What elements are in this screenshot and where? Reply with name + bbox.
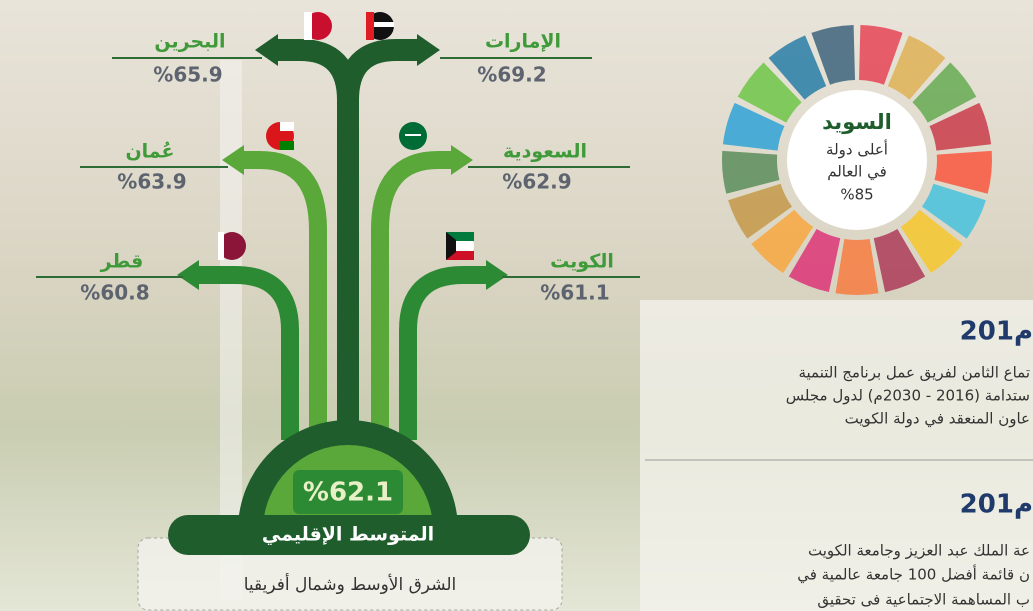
wheel-segment xyxy=(728,183,792,239)
event-line: تماع الثامن لفريق عمل برنامج التنمية xyxy=(798,364,1030,382)
country-name: قطر xyxy=(100,251,144,273)
wheel-segment xyxy=(922,183,986,239)
wheel-segment xyxy=(929,102,992,151)
flag-part xyxy=(446,232,474,241)
country-value: %65.9 xyxy=(153,63,222,87)
flag-part xyxy=(304,12,312,40)
branch xyxy=(399,266,490,440)
flag-part xyxy=(446,232,456,260)
flag-uae xyxy=(366,12,394,40)
country-value: %61.1 xyxy=(540,281,609,305)
country-name: السعودية xyxy=(503,141,587,163)
value-box xyxy=(293,470,403,514)
arrow-head xyxy=(177,260,199,290)
wheel-segment xyxy=(788,229,841,292)
flag-part xyxy=(218,232,224,260)
wheel-segment xyxy=(887,35,946,100)
flag-bahrain xyxy=(304,12,332,40)
regional-label: المتوسط الإقليمي xyxy=(262,524,434,546)
top-value: %85 xyxy=(840,186,873,204)
top-line: في العالم xyxy=(827,163,887,182)
top-country: السويد xyxy=(822,110,892,134)
flag-part xyxy=(366,12,374,40)
regional-pill xyxy=(168,515,530,555)
region-box xyxy=(137,537,563,611)
wheel-segment xyxy=(721,150,780,194)
arrow-head xyxy=(486,260,508,290)
top-line: أعلى دولة xyxy=(826,140,888,159)
wheel-segment xyxy=(859,25,903,85)
branch xyxy=(337,39,421,101)
flag-part xyxy=(280,122,294,131)
wheel-segment xyxy=(934,150,993,194)
event-line: عاون المنعقد في دولة الكويت xyxy=(845,410,1030,429)
flag-saudi xyxy=(399,122,427,150)
branch xyxy=(371,151,455,440)
event-line: ستدامة (2016 - 2030م) لدول مجلس xyxy=(786,387,1030,405)
event-year: 201م xyxy=(960,490,1033,520)
flag-part xyxy=(218,232,246,260)
tree xyxy=(195,39,490,440)
wheel-segment xyxy=(811,25,855,85)
event-year: 201م xyxy=(960,317,1033,347)
flag-part xyxy=(280,141,294,150)
regional-value: %62.1 xyxy=(303,478,393,508)
event-line: ن قائمة أفضل 100 جامعة عالمية في xyxy=(797,565,1030,585)
flag-oman xyxy=(266,122,294,150)
wheel-segment xyxy=(835,239,879,296)
event-line: ب المساهمة الاجتماعية فى تحقيق xyxy=(817,591,1030,609)
event-line: عة الملك عبد العزيز وجامعة الكويت xyxy=(808,542,1030,560)
arrow-head xyxy=(417,34,440,66)
donut-hole xyxy=(787,90,927,230)
arrow-head xyxy=(451,145,473,175)
flag-part xyxy=(446,251,474,260)
country-name: الإمارات xyxy=(485,31,561,53)
wheel-segment xyxy=(737,62,802,123)
flag-qatar xyxy=(218,232,246,260)
flag-part xyxy=(368,22,394,27)
country-value: %60.8 xyxy=(80,281,149,305)
text-panel xyxy=(640,300,1033,611)
wheel-segment xyxy=(912,62,977,123)
arrow-head xyxy=(222,145,244,175)
label-lines xyxy=(36,57,640,278)
wind-turbine xyxy=(220,60,242,600)
flag-kuwait xyxy=(446,232,474,260)
wheel-segment xyxy=(873,229,926,292)
wheel-segment xyxy=(722,102,785,151)
wheel-segment xyxy=(751,209,814,273)
wheel-segment xyxy=(900,209,963,273)
country-value: %62.9 xyxy=(502,170,571,194)
country-name: الكويت xyxy=(550,251,614,273)
branch xyxy=(195,266,299,440)
country-name: البحرين xyxy=(154,31,225,53)
branch xyxy=(240,151,327,440)
wheel-segment xyxy=(768,35,827,100)
country-name: عُمان xyxy=(125,141,174,163)
flag-part xyxy=(405,134,421,136)
arrow-head xyxy=(255,34,278,66)
sdg-wheel xyxy=(721,25,993,296)
region-name: الشرق الأوسط وشمال أفريقيا xyxy=(244,573,457,595)
country-value: %63.9 xyxy=(117,170,186,194)
country-value: %69.2 xyxy=(477,63,546,87)
